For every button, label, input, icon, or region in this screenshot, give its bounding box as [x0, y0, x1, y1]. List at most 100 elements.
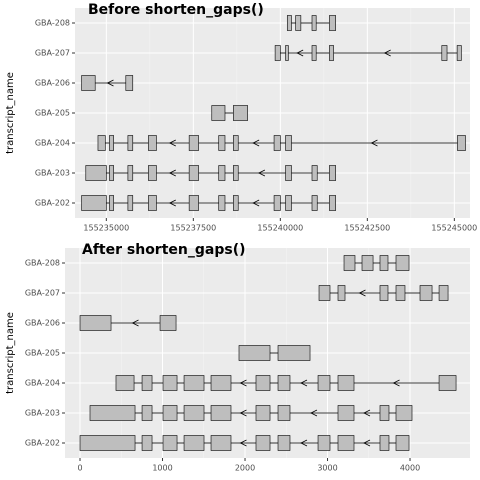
x-tick-label: 2000	[235, 464, 255, 473]
exon	[109, 165, 114, 181]
strand-arrow	[370, 139, 378, 147]
x-tick-label: 155237500	[170, 224, 216, 233]
exon	[79, 315, 112, 331]
exon	[311, 45, 317, 61]
exon	[379, 285, 389, 301]
exon	[162, 435, 178, 451]
strand-arrow	[168, 169, 176, 177]
y-tick-label: GBA-204	[25, 379, 60, 388]
exon	[255, 435, 271, 451]
strand-arrow	[168, 199, 176, 207]
exon	[218, 195, 226, 211]
exon	[361, 255, 374, 271]
strand-arrow	[131, 319, 139, 327]
x-tick-label: 3000	[317, 464, 337, 473]
x-tick-label: 1000	[152, 464, 172, 473]
strand-arrow	[106, 79, 114, 87]
exon	[141, 405, 153, 421]
strand-arrow	[383, 49, 391, 57]
y-tick-label: GBA-206	[25, 319, 60, 328]
exon	[81, 75, 96, 91]
strand-arrow	[239, 439, 247, 447]
exon	[233, 165, 239, 181]
exon	[318, 285, 331, 301]
strand-arrow	[363, 439, 371, 447]
strand-arrow	[300, 379, 308, 387]
exon	[273, 195, 281, 211]
exon	[285, 135, 292, 151]
x-tick-label: 155245000	[431, 224, 477, 233]
exon	[183, 375, 205, 391]
exon	[311, 165, 318, 181]
exon	[329, 165, 336, 181]
exon	[277, 435, 291, 451]
exon	[233, 105, 248, 121]
exon	[233, 135, 239, 151]
exon	[125, 75, 134, 91]
y-tick-label: GBA-205	[35, 109, 70, 118]
exon	[285, 45, 289, 61]
exon	[395, 255, 410, 271]
exon	[81, 195, 107, 211]
strand-arrow	[252, 199, 260, 207]
exon	[210, 375, 232, 391]
y-tick-label: GBA-204	[35, 139, 70, 148]
exon	[97, 135, 106, 151]
exon	[109, 135, 114, 151]
exon	[395, 285, 406, 301]
exon	[188, 135, 199, 151]
x-tick-label: 4000	[400, 464, 420, 473]
exon	[441, 45, 448, 61]
y-tick-label: GBA-202	[25, 439, 60, 448]
exon	[89, 405, 136, 421]
exon	[337, 375, 355, 391]
y-tick-label: GBA-208	[25, 259, 60, 268]
strand-arrow	[363, 409, 371, 417]
exon	[148, 135, 157, 151]
strand-arrow	[168, 139, 176, 147]
strand-arrow	[358, 289, 366, 297]
x-tick-label: 155240000	[257, 224, 303, 233]
exon	[277, 375, 291, 391]
chart-title: Before shorten_gaps()	[88, 2, 264, 18]
exon	[159, 315, 177, 331]
strand-arrow	[310, 409, 318, 417]
x-tick-label: 0	[77, 464, 82, 473]
exon	[127, 165, 134, 181]
exon	[162, 405, 178, 421]
exon	[255, 405, 271, 421]
y-tick-label: GBA-208	[35, 19, 70, 28]
exon	[395, 435, 410, 451]
exon	[148, 165, 157, 181]
exon	[379, 435, 390, 451]
exon	[115, 375, 135, 391]
exon	[183, 405, 205, 421]
exon	[337, 285, 346, 301]
exon	[311, 195, 318, 211]
exon	[141, 375, 153, 391]
exon	[148, 195, 157, 211]
exon	[379, 405, 390, 421]
exon	[343, 255, 356, 271]
exon	[233, 195, 239, 211]
strand-arrow	[239, 379, 247, 387]
y-tick-label: GBA-205	[25, 349, 60, 358]
exon	[285, 195, 292, 211]
y-axis-label: transcript_name	[5, 72, 16, 154]
strand-arrow	[239, 409, 247, 417]
exon	[329, 195, 336, 211]
exon	[438, 285, 449, 301]
exon	[274, 45, 281, 61]
exon	[127, 195, 134, 211]
exon	[211, 105, 226, 121]
y-tick-label: GBA-202	[35, 199, 70, 208]
strand-arrow	[300, 439, 308, 447]
exon	[285, 165, 292, 181]
exon	[162, 375, 178, 391]
exon	[277, 345, 311, 361]
y-tick-label: GBA-207	[25, 289, 60, 298]
exon	[109, 195, 114, 211]
exon	[273, 135, 281, 151]
exon	[141, 435, 153, 451]
